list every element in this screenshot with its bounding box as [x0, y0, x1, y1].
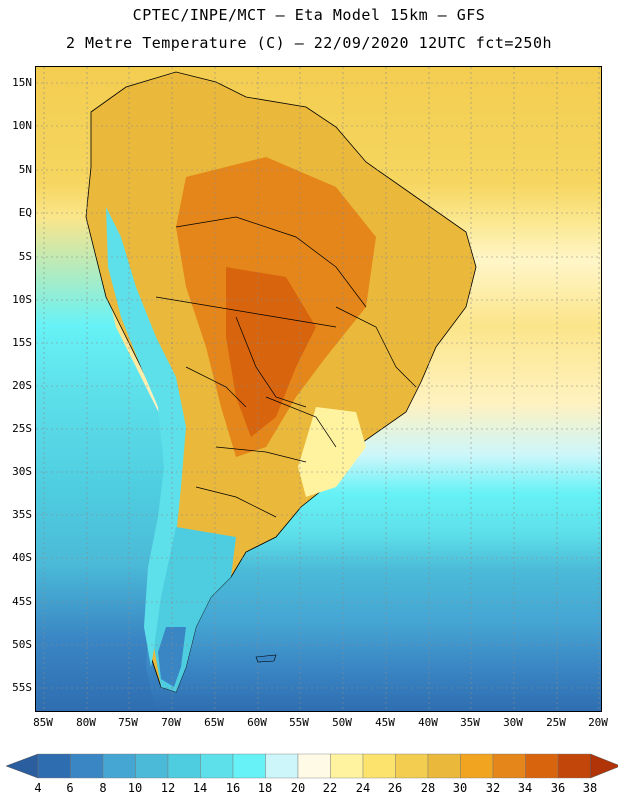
colorbar-label: 8 — [99, 781, 107, 795]
colorbar-label: 10 — [127, 781, 143, 795]
hottest-core-region — [226, 267, 316, 437]
temperature-map[interactable] — [35, 66, 602, 712]
colorbar-label: 16 — [225, 781, 241, 795]
colorbar-swatch — [70, 753, 104, 779]
colorbar-label: 24 — [355, 781, 371, 795]
colorbar-label: 28 — [420, 781, 436, 795]
colorbar-swatch — [265, 753, 299, 779]
lon-label: 20W — [588, 716, 608, 729]
falkland-islands — [255, 654, 277, 663]
lat-label: 10S — [12, 293, 32, 306]
colorbar-label: 38 — [582, 781, 598, 795]
colorbar-swatch — [330, 753, 364, 779]
lat-label: 35S — [12, 508, 32, 521]
colorbar-label: 32 — [485, 781, 501, 795]
lon-label: 60W — [247, 716, 267, 729]
colorbar-left-arrow — [5, 753, 39, 779]
colorbar-swatch — [102, 753, 136, 779]
colorbar-swatch — [167, 753, 201, 779]
lat-label: 20S — [12, 379, 32, 392]
colorbar-label: 12 — [160, 781, 176, 795]
lon-label: 80W — [76, 716, 96, 729]
colorbar-swatch — [362, 753, 396, 779]
lat-label: 55S — [12, 681, 32, 694]
colorbar-swatch — [200, 753, 234, 779]
colorbar-label: 34 — [517, 781, 533, 795]
lat-label: 15S — [12, 336, 32, 349]
lon-label: 45W — [375, 716, 395, 729]
colorbar-swatch — [232, 753, 266, 779]
colorbar-label: 20 — [290, 781, 306, 795]
lat-label: 25S — [12, 422, 32, 435]
map-title: CPTEC/INPE/MCT — Eta Model 15km — GFS — [132, 6, 486, 24]
lon-label: 25W — [546, 716, 566, 729]
colorbar-label: 6 — [66, 781, 74, 795]
lon-label: 30W — [503, 716, 523, 729]
colorbar-label: 36 — [550, 781, 566, 795]
colorbar-right-arrow — [590, 753, 618, 779]
lat-label: EQ — [18, 206, 32, 219]
colorbar-label: 22 — [322, 781, 338, 795]
lat-label: 30S — [12, 465, 32, 478]
colorbar-swatch — [525, 753, 559, 779]
lon-label: 35W — [460, 716, 480, 729]
lat-label: 45S — [12, 595, 32, 608]
lat-label: 50S — [12, 638, 32, 651]
map-canvas — [36, 67, 601, 711]
colorbar-label: 30 — [452, 781, 468, 795]
colorbar-label: 4 — [34, 781, 42, 795]
lat-label: 5S — [18, 250, 32, 263]
lat-label: 15N — [12, 76, 32, 89]
lon-label: 65W — [204, 716, 224, 729]
lon-label: 40W — [418, 716, 438, 729]
colorbar-swatch — [395, 753, 429, 779]
colorbar-swatch — [492, 753, 526, 779]
pacific-ocean-field — [36, 217, 176, 711]
lon-label: 70W — [161, 716, 181, 729]
lat-label: 5N — [18, 163, 32, 176]
southeast-cool-region — [298, 407, 366, 497]
colorbar-swatch — [37, 753, 71, 779]
lon-label: 50W — [332, 716, 352, 729]
lon-label: 55W — [289, 716, 309, 729]
andes-cold-strip — [106, 207, 186, 667]
lat-label: 10N — [12, 119, 32, 132]
lon-label: 75W — [118, 716, 138, 729]
colorbar-swatch — [427, 753, 461, 779]
country-borders — [155, 216, 417, 518]
temperature-colorbar — [5, 753, 618, 779]
colorbar-swatch — [557, 753, 591, 779]
colorbar-swatch — [297, 753, 331, 779]
lon-label: 85W — [33, 716, 53, 729]
colorbar-label: 26 — [387, 781, 403, 795]
colorbar-label: 14 — [192, 781, 208, 795]
lat-label: 40S — [12, 551, 32, 564]
colorbar-swatch — [135, 753, 169, 779]
colorbar-swatch — [460, 753, 494, 779]
map-subtitle: 2 Metre Temperature (C) — 22/09/2020 12U… — [65, 34, 553, 52]
colorbar-label: 18 — [257, 781, 273, 795]
